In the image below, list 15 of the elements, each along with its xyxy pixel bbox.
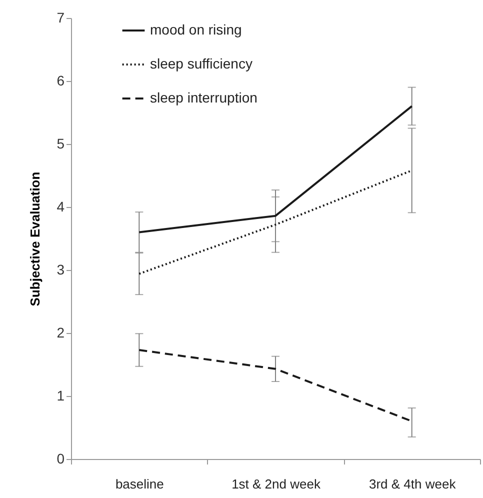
- x-tick-label: baseline: [115, 476, 164, 492]
- y-tick-label: 6: [56, 72, 65, 88]
- y-tick-label: 4: [56, 198, 65, 214]
- x-tick-label: 3rd & 4th week: [368, 476, 456, 492]
- legend-label: sleep interruption: [150, 90, 258, 106]
- y-tick-label: 3: [56, 262, 65, 278]
- y-tick-label: 1: [56, 388, 65, 404]
- x-tick-label: 1st & 2nd week: [232, 476, 321, 492]
- legend-label: sleep sufficiency: [150, 56, 252, 72]
- y-tick-label: 2: [56, 324, 65, 340]
- y-tick-label: 5: [56, 136, 65, 152]
- legend-label: mood on rising: [150, 22, 242, 38]
- y-tick-label: 7: [56, 10, 65, 26]
- y-axis-title: Subjective Evaluation: [28, 172, 43, 306]
- y-tick-label: 0: [56, 450, 65, 466]
